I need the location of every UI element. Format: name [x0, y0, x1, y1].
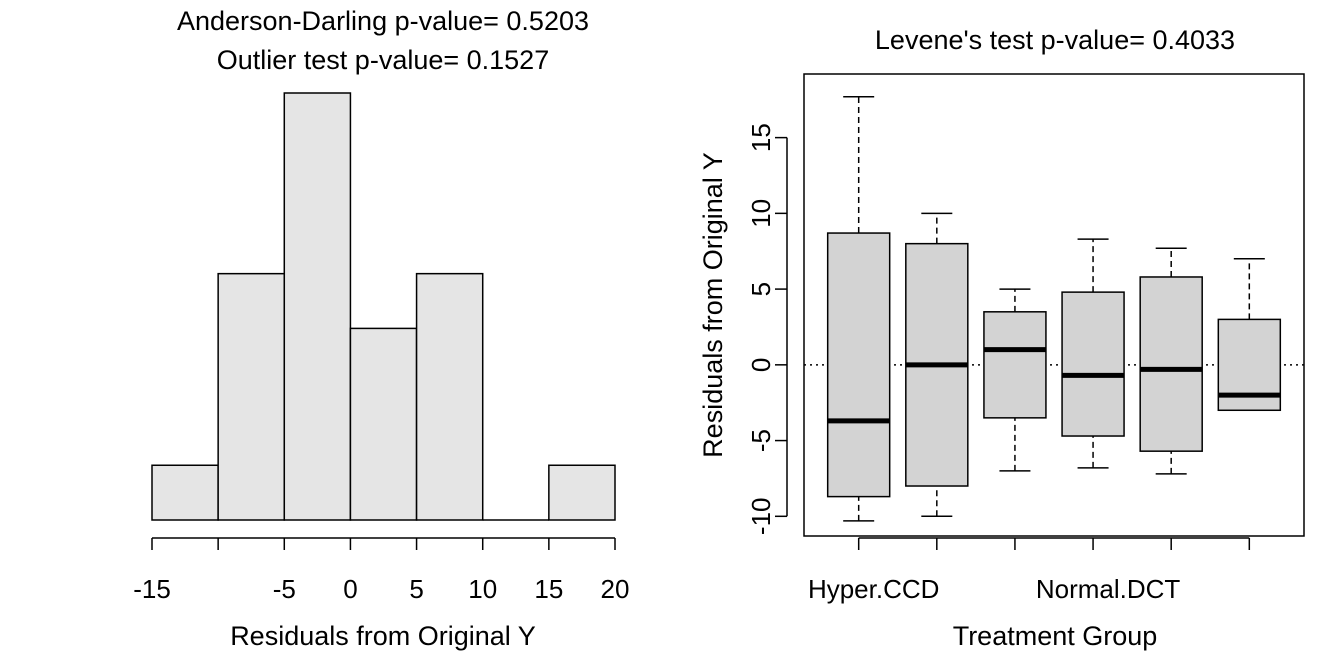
boxplot-x-axis-title: Treatment Group — [953, 621, 1158, 651]
histogram-panel: Anderson-Darling p-value= 0.5203 Outlier… — [133, 6, 629, 651]
boxplot-group — [1217, 258, 1282, 412]
histogram-x-tick-label: 10 — [468, 574, 497, 604]
boxplot-x-axis: Hyper.CCD Normal.DCT — [808, 537, 1251, 604]
boxplot-title: Levene's test p-value= 0.4033 — [875, 25, 1235, 55]
boxplot-y-tick-label: 15 — [746, 123, 776, 152]
histogram-x-tick-label: 15 — [534, 574, 563, 604]
boxplot-x-tick-label: Normal.DCT — [1036, 574, 1181, 604]
histogram-bar — [349, 327, 418, 521]
histogram-x-tick-label: 20 — [601, 574, 630, 604]
histogram-x-tick-label: -5 — [273, 574, 296, 604]
box-iqr — [1061, 291, 1125, 437]
box-iqr — [983, 311, 1047, 419]
histogram-bar — [283, 92, 352, 521]
boxplot-group — [1061, 238, 1125, 469]
boxplot-group — [905, 212, 969, 518]
histogram-x-axis-title: Residuals from Original Y — [230, 621, 536, 651]
histogram-bar — [548, 464, 616, 521]
boxplot-plot-frame — [803, 73, 1305, 537]
histogram-x-tick-label: 0 — [343, 574, 357, 604]
boxplot-y-tick-label: 5 — [746, 282, 776, 296]
boxplot-y-axis-title: Residuals from Original Y — [698, 152, 728, 458]
boxplot-y-tick-label: 10 — [746, 199, 776, 228]
boxplot-y-tick-label: 0 — [746, 358, 776, 372]
box-iqr — [1139, 276, 1203, 452]
boxplot-y-axis: -10 -5 0 5 10 15 — [746, 123, 788, 536]
histogram-bar — [217, 272, 286, 521]
histogram-title-line-1: Anderson-Darling p-value= 0.5203 — [177, 6, 589, 36]
boxplot-y-tick-label: -10 — [746, 498, 776, 536]
histogram-x-tick-label: -15 — [133, 574, 171, 604]
boxplot-group — [826, 95, 891, 522]
boxplot-boxes — [826, 95, 1282, 522]
histogram-bars — [151, 92, 616, 521]
boxplot-panel: Levene's test p-value= 0.4033 -10 -5 0 5 10 1… — [698, 25, 1305, 651]
histogram-x-axis: -15 -5 0 5 10 15 20 — [133, 537, 630, 604]
histogram-bar — [415, 272, 484, 521]
boxplot-y-tick-label: -5 — [746, 429, 776, 452]
histogram-x-tick-label: 5 — [409, 574, 423, 604]
histogram-title-line-2: Outlier test p-value= 0.1527 — [217, 45, 549, 75]
box-iqr — [826, 232, 891, 498]
boxplot-group — [1139, 247, 1203, 475]
boxplot-x-tick-label: Hyper.CCD — [808, 574, 939, 604]
histogram-bar — [151, 464, 219, 521]
boxplot-group — [983, 288, 1047, 472]
